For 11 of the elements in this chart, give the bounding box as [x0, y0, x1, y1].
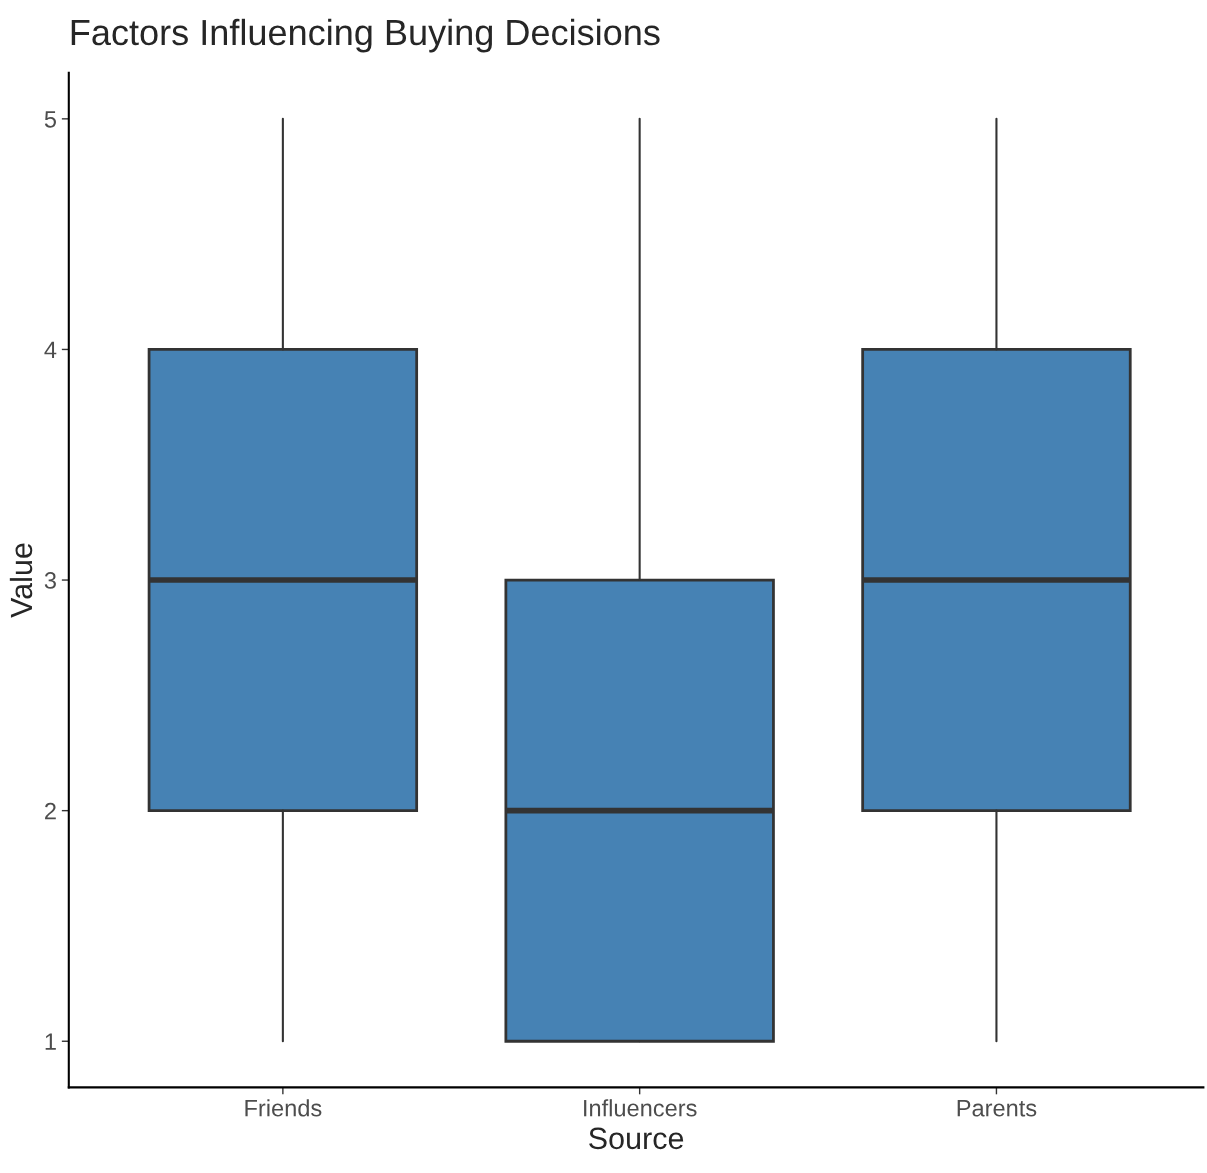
- y-tick-label: 1: [45, 1033, 56, 1050]
- y-tick-label: 5: [44, 111, 56, 128]
- x-tick-label: Friends: [245, 1099, 322, 1117]
- y-axis-title: Value: [9, 543, 33, 618]
- y-tick-label: 3: [44, 572, 56, 589]
- x-tick-label: Parents: [957, 1100, 1037, 1117]
- x-axis-title: Source: [589, 1127, 684, 1150]
- y-tick-label: 2: [45, 802, 56, 820]
- y-tick-label: 4: [44, 341, 57, 358]
- x-tick-label: Influencers: [584, 1099, 697, 1117]
- chart-title: Factors Influencing Buying Decisions: [71, 18, 660, 53]
